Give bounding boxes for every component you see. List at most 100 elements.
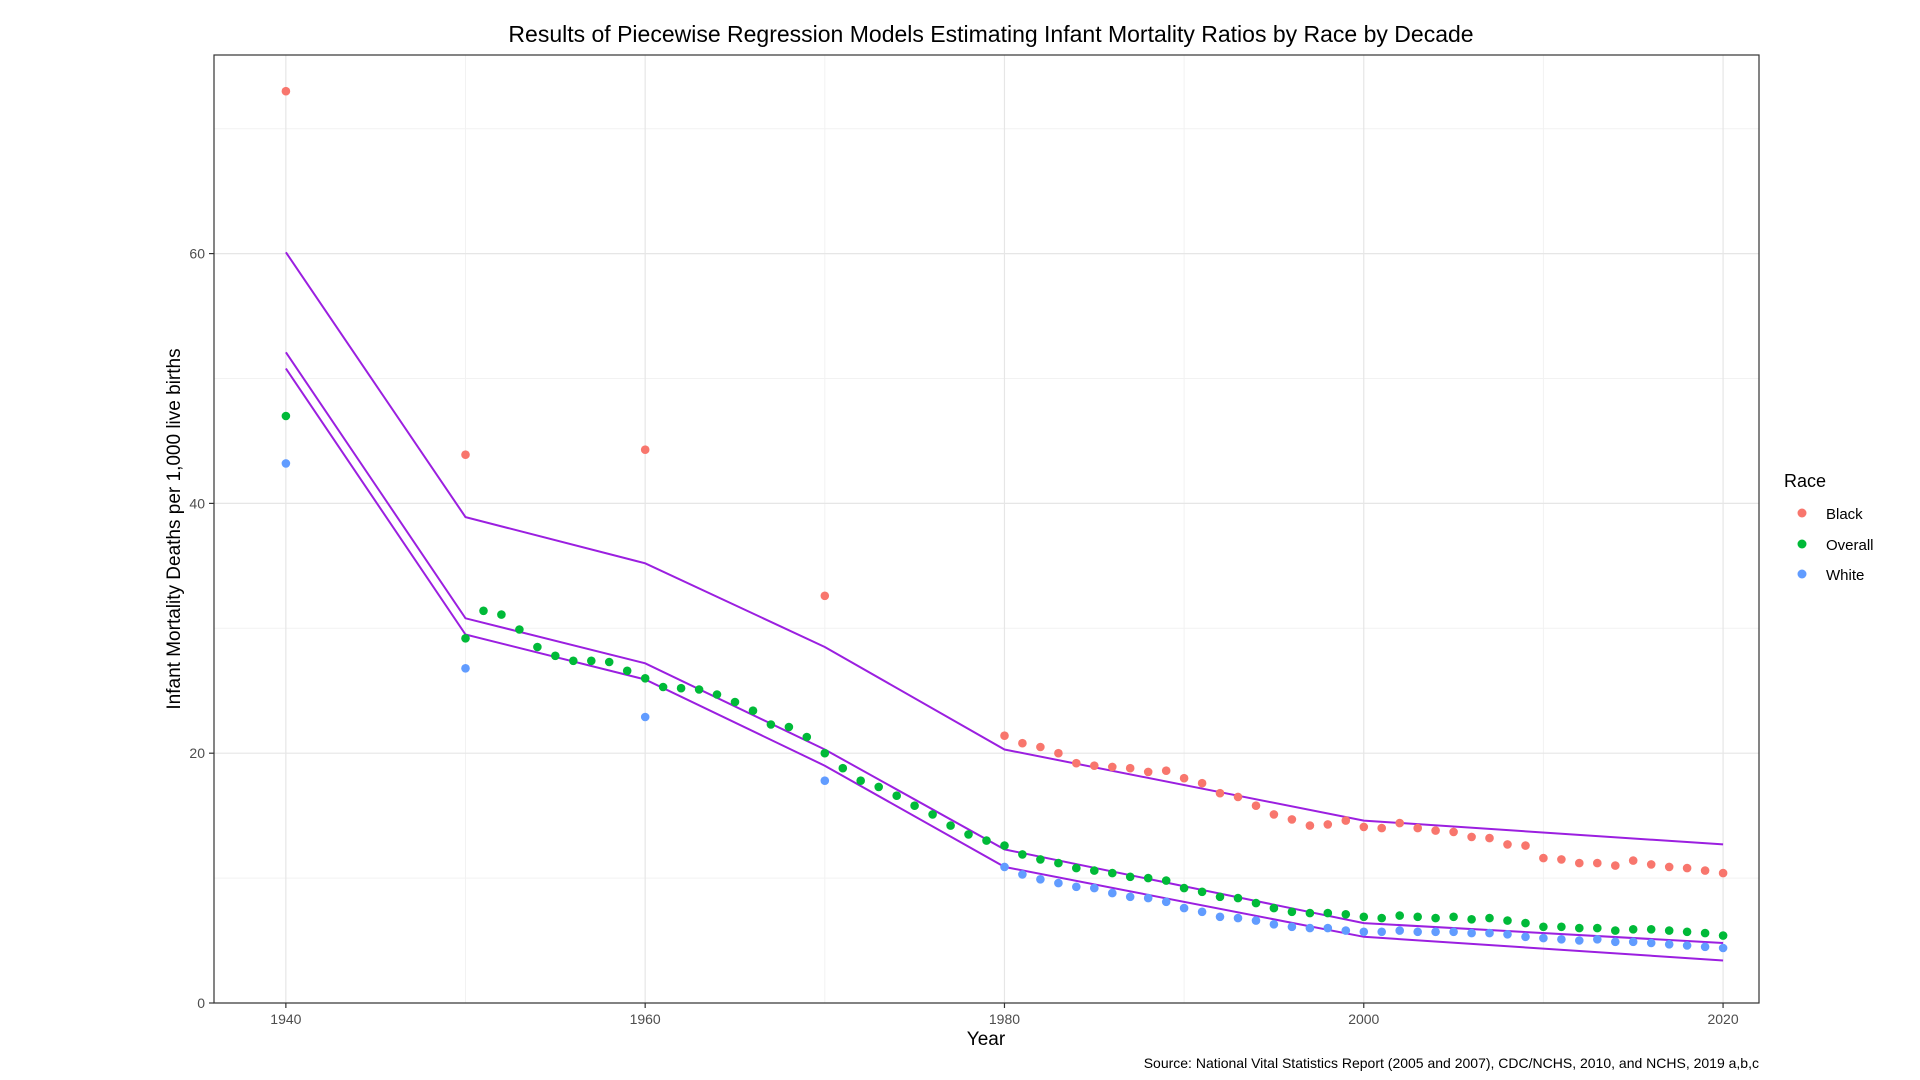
data-point-overall xyxy=(479,606,488,616)
data-point-black xyxy=(1018,738,1027,748)
data-point-overall xyxy=(1575,923,1584,933)
data-point-black xyxy=(1664,862,1674,872)
data-point-black xyxy=(820,591,830,601)
data-point-overall xyxy=(856,776,865,785)
data-point-black xyxy=(1287,815,1297,824)
chart-title: Results of Piecewise Regression Models E… xyxy=(508,21,1473,47)
data-point-overall xyxy=(694,685,704,694)
data-point-overall xyxy=(1090,866,1099,875)
data-point-black xyxy=(1628,856,1638,865)
data-point-overall xyxy=(1287,907,1297,917)
data-point-overall xyxy=(748,706,758,715)
data-point-overall xyxy=(1215,892,1225,902)
data-point-white xyxy=(1215,912,1225,922)
y-tick-label: 0 xyxy=(197,995,205,1011)
data-point-overall xyxy=(1503,916,1512,925)
x-axis: 1940 1960 1980 2000 2020 xyxy=(270,1003,1739,1027)
data-point-black xyxy=(1179,773,1189,783)
data-point-black xyxy=(1700,866,1710,875)
data-point-black xyxy=(1575,858,1584,868)
data-point-white xyxy=(1449,927,1458,937)
y-tick-label: 60 xyxy=(189,246,205,262)
data-point-overall xyxy=(982,836,991,845)
data-point-overall xyxy=(1179,883,1189,893)
data-point-white xyxy=(1090,883,1099,893)
plot-panel-border xyxy=(213,54,1760,1004)
data-point-black xyxy=(1215,788,1225,798)
data-point-black xyxy=(1251,801,1261,810)
data-point-overall xyxy=(910,801,919,810)
data-point-overall xyxy=(622,666,632,676)
source-caption: Source: National Vital Statistics Report… xyxy=(1144,1055,1759,1071)
data-point-black xyxy=(1054,748,1063,758)
data-point-black xyxy=(1072,758,1081,768)
data-point-overall xyxy=(928,810,937,819)
x-tick-label: 2020 xyxy=(1707,1011,1738,1027)
data-point-black xyxy=(1305,821,1315,830)
data-point-overall xyxy=(604,657,614,667)
data-point-overall xyxy=(964,830,973,839)
data-point-white xyxy=(1072,882,1081,892)
data-point-overall xyxy=(766,720,776,729)
legend-label-black: Black xyxy=(1826,506,1863,523)
data-point-white xyxy=(640,712,650,722)
data-point-overall xyxy=(515,625,524,634)
data-point-overall xyxy=(1269,903,1279,913)
data-point-overall xyxy=(838,763,848,773)
data-point-white xyxy=(1179,903,1189,913)
data-point-white xyxy=(1125,892,1135,902)
data-point-white xyxy=(1521,932,1530,942)
y-tick-label: 40 xyxy=(189,495,205,511)
data-point-black xyxy=(1503,840,1512,849)
data-point-overall xyxy=(802,732,812,742)
legend-key-white xyxy=(1797,569,1807,579)
legend-title: Race xyxy=(1784,471,1826,491)
data-point-white xyxy=(1593,935,1602,944)
data-point-black xyxy=(1161,766,1171,775)
data-point-black xyxy=(1485,833,1494,843)
data-point-overall xyxy=(1700,928,1710,938)
data-point-black xyxy=(1233,792,1243,802)
data-point-overall xyxy=(892,791,901,800)
data-point-overall xyxy=(676,683,686,693)
x-tick-label: 1940 xyxy=(270,1011,301,1027)
legend: Race Black Overall White xyxy=(1784,471,1874,584)
legend-key-black xyxy=(1797,508,1807,518)
data-point-overall xyxy=(1036,855,1045,864)
data-point-overall xyxy=(587,656,596,666)
data-point-white xyxy=(1108,888,1117,898)
data-point-overall xyxy=(1449,912,1458,922)
data-point-white xyxy=(1054,878,1063,888)
data-point-overall xyxy=(946,821,955,830)
data-point-black xyxy=(640,445,650,455)
data-point-white xyxy=(1197,907,1207,917)
data-point-white xyxy=(1323,923,1333,933)
data-point-black xyxy=(1413,823,1422,833)
data-point-overall xyxy=(1718,931,1728,940)
data-point-overall xyxy=(1018,850,1027,859)
data-point-white xyxy=(1341,926,1351,935)
data-point-black xyxy=(1000,731,1009,740)
data-point-white xyxy=(1251,916,1261,925)
data-point-overall xyxy=(1413,912,1422,922)
data-point-white xyxy=(1018,870,1027,879)
data-point-black xyxy=(1269,810,1279,819)
data-point-black xyxy=(1646,860,1656,869)
data-point-white xyxy=(1628,937,1638,947)
data-point-overall xyxy=(658,682,668,692)
fitted-line-black xyxy=(285,251,1724,846)
data-point-white xyxy=(1431,927,1440,937)
data-point-overall xyxy=(497,610,506,619)
data-point-white xyxy=(1359,927,1369,937)
data-point-white xyxy=(1611,937,1620,947)
data-point-overall xyxy=(1323,908,1333,918)
plot-panel-background xyxy=(214,55,1759,1003)
data-point-white xyxy=(1557,935,1566,944)
data-point-overall xyxy=(569,656,578,666)
data-point-overall xyxy=(1161,876,1171,885)
data-point-white xyxy=(1233,913,1243,923)
data-point-white xyxy=(1377,927,1386,937)
data-point-overall xyxy=(533,642,542,652)
data-point-black xyxy=(1090,761,1099,770)
